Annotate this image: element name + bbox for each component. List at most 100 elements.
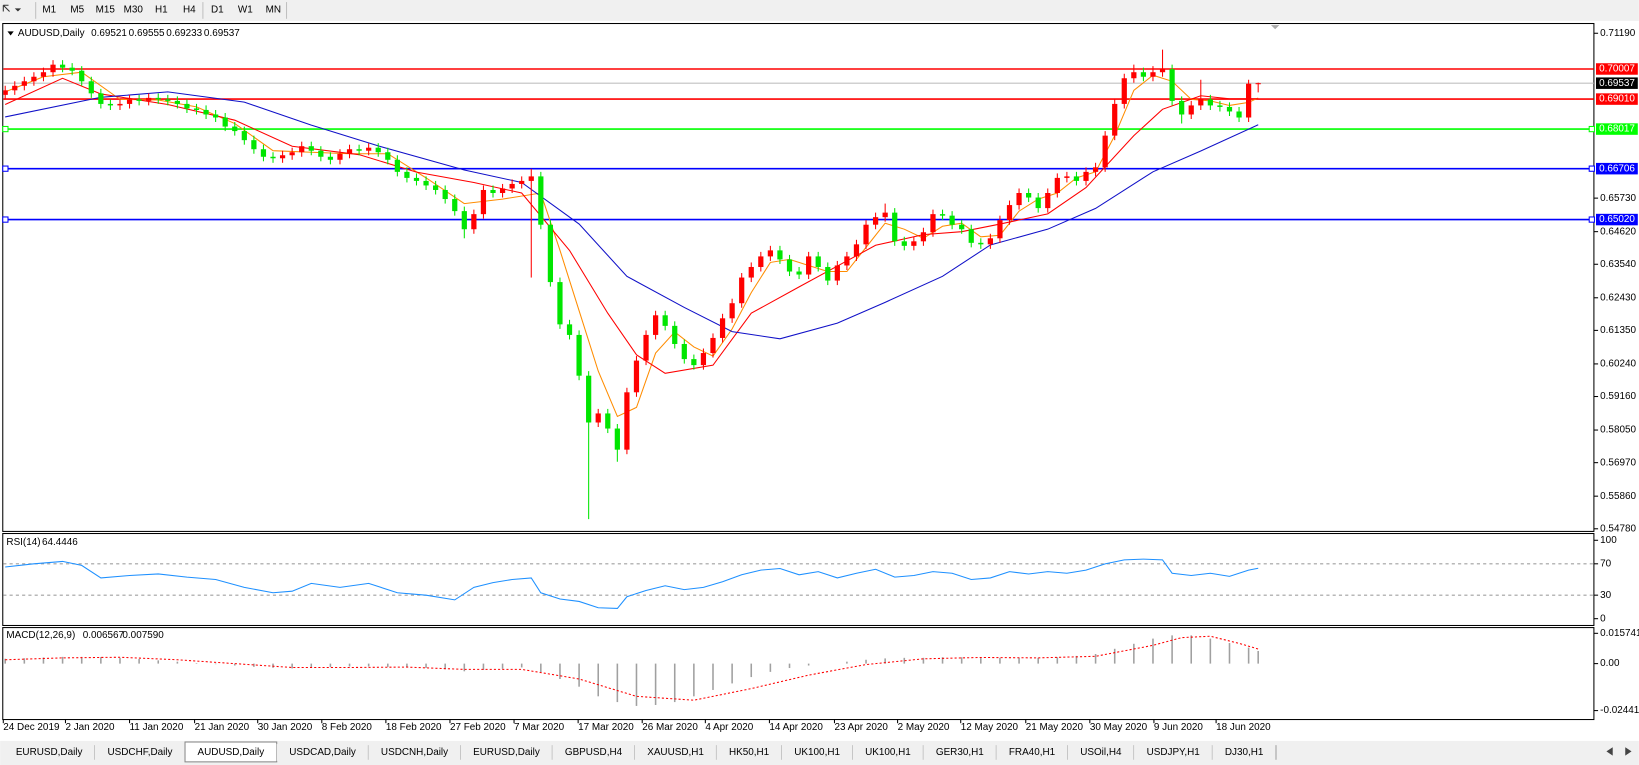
x-tick-label: 7 Mar 2020 — [514, 722, 565, 733]
candle-body — [1054, 177, 1060, 193]
candle-body — [1083, 171, 1089, 181]
level-handle[interactable] — [1588, 165, 1595, 172]
candle-body — [98, 93, 104, 104]
candle-body — [203, 109, 209, 115]
level-label-bg — [1595, 162, 1638, 175]
tab[interactable] — [923, 744, 997, 761]
tab-label[interactable]: EURUSD,Daily — [473, 747, 540, 758]
tab-label[interactable]: GBPUSD,H4 — [565, 747, 623, 758]
tab-label[interactable]: USDCNH,Daily — [381, 747, 448, 758]
candle-body — [3, 90, 8, 95]
candle-body — [652, 315, 659, 335]
tab[interactable] — [3, 744, 95, 761]
shift-marker — [1270, 25, 1280, 30]
candle-body — [260, 149, 267, 157]
price-label-bg — [1595, 77, 1638, 89]
x-tick-label: 27 Feb 2020 — [450, 722, 506, 733]
tab[interactable] — [368, 744, 461, 761]
toolbar — [0, 0, 1639, 21]
timeframe-button[interactable]: MN — [266, 5, 281, 16]
candle-body — [1236, 111, 1242, 118]
tab-label[interactable]: GER30,H1 — [936, 747, 984, 758]
tab-label[interactable]: FRA40,H1 — [1009, 747, 1056, 758]
scroll-left[interactable] — [1606, 747, 1613, 756]
tab-label[interactable]: USDJPY,H1 — [1147, 747, 1201, 758]
candle-body — [327, 156, 334, 160]
tab-label[interactable]: USOil,H4 — [1080, 747, 1122, 758]
x-tick-label: 2 Jan 2020 — [65, 722, 115, 733]
candle-body — [1188, 105, 1194, 115]
tab[interactable] — [1134, 744, 1213, 761]
quote-close: 0.69537 — [204, 28, 240, 39]
tab[interactable] — [552, 744, 635, 761]
tab[interactable] — [94, 744, 186, 761]
tab[interactable] — [1067, 744, 1135, 761]
tab[interactable] — [852, 744, 924, 761]
level-handle[interactable] — [2, 125, 9, 133]
level-handle[interactable] — [1588, 216, 1595, 223]
timeframe-button[interactable]: W1 — [238, 5, 253, 16]
timeframe-button[interactable]: H4 — [183, 5, 196, 16]
candle-body — [270, 156, 276, 159]
candle-body — [1045, 192, 1051, 209]
collapse-icon[interactable] — [7, 31, 14, 36]
candle-body — [911, 241, 917, 246]
tab-label[interactable]: EURUSD,Daily — [16, 747, 83, 758]
tab[interactable] — [460, 744, 553, 761]
cursor-icon[interactable] — [2, 4, 10, 12]
x-tick-label: 12 May 2020 — [961, 722, 1019, 733]
y-tick-label: 0.58050 — [1600, 425, 1636, 436]
candle-body — [595, 413, 601, 423]
dropdown-icon[interactable] — [14, 8, 22, 12]
x-tick-label: 4 Apr 2020 — [705, 722, 753, 733]
timeframe-button[interactable]: M1 — [42, 5, 56, 16]
y-tick-label: 0.59160 — [1600, 391, 1636, 402]
timeframe-button[interactable]: M15 — [96, 5, 116, 16]
tab[interactable] — [716, 744, 782, 761]
timeframe-button[interactable]: H1 — [155, 5, 168, 16]
tab[interactable] — [781, 744, 853, 761]
candle-body — [844, 256, 850, 266]
candle-body — [547, 224, 554, 283]
candle-body — [997, 220, 1003, 239]
tab-label[interactable]: XAUUSD,H1 — [647, 747, 704, 758]
timeframe-button[interactable]: M5 — [70, 5, 84, 16]
timeframe-button[interactable]: M30 — [124, 5, 144, 16]
candle-body — [337, 153, 343, 160]
plot-area — [3, 558, 1594, 609]
macd-value: 0.006567 — [83, 630, 125, 641]
level-handle[interactable] — [2, 165, 9, 172]
scroll-right[interactable] — [1625, 747, 1632, 756]
candle-body — [1035, 197, 1041, 209]
tab-label[interactable]: UK100,H1 — [794, 747, 840, 758]
tab[interactable] — [1212, 744, 1276, 761]
rsi-value: 64.4446 — [42, 537, 78, 548]
candle-body — [59, 64, 66, 68]
candle-body — [662, 315, 668, 326]
tab-label[interactable]: UK100,H1 — [865, 747, 911, 758]
y-tick-label: 0.65730 — [1600, 193, 1636, 204]
candle-body — [834, 265, 840, 281]
level-handle[interactable] — [2, 216, 9, 223]
candle-body — [442, 189, 448, 200]
level-handle[interactable] — [1588, 125, 1595, 133]
tab-label[interactable]: DJ30,H1 — [1225, 747, 1264, 758]
candle-body — [279, 155, 286, 159]
tab[interactable] — [996, 744, 1068, 761]
timeframe-button[interactable]: D1 — [211, 5, 224, 16]
tab-label[interactable]: HK50,H1 — [729, 747, 770, 758]
tab[interactable] — [276, 744, 369, 761]
quote-open: 0.69521 — [91, 28, 127, 39]
level-label: 0.65020 — [1599, 214, 1635, 225]
tab[interactable] — [634, 744, 717, 761]
candle-body — [241, 131, 247, 141]
tab-label[interactable]: USDCAD,Daily — [289, 747, 356, 758]
candle-body — [1150, 72, 1156, 77]
candle-body — [1179, 100, 1185, 115]
tab-label[interactable]: USDCHF,Daily — [108, 747, 173, 758]
candle-body — [366, 147, 372, 151]
y-tick-label: 0.56970 — [1600, 457, 1636, 468]
level-label-bg — [1595, 123, 1638, 135]
candle-body — [499, 188, 506, 193]
tab-label[interactable]: AUDUSD,Daily — [198, 747, 265, 758]
